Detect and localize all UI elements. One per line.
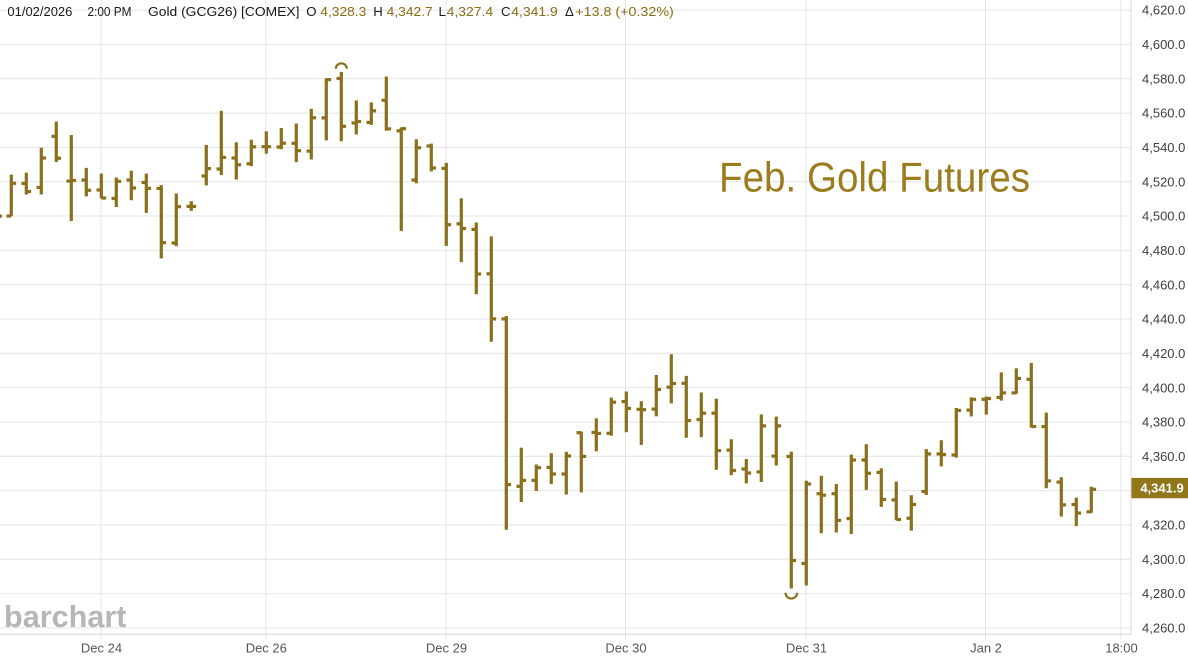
svg-text:4,300.0: 4,300.0 xyxy=(1142,552,1185,567)
svg-text:Gold (GCG26) [COMEX]: Gold (GCG26) [COMEX] xyxy=(148,4,300,19)
svg-text:4,341.9: 4,341.9 xyxy=(511,4,558,19)
svg-text:Δ: Δ xyxy=(565,4,574,19)
svg-text:4,420.0: 4,420.0 xyxy=(1142,346,1185,361)
svg-text:H: H xyxy=(373,4,383,19)
svg-text:4,600.0: 4,600.0 xyxy=(1142,37,1185,52)
svg-text:4,342.7: 4,342.7 xyxy=(387,4,433,19)
svg-text:Feb. Gold Futures: Feb. Gold Futures xyxy=(719,154,1030,201)
svg-text:2:00 PM: 2:00 PM xyxy=(88,4,132,19)
svg-text:18:00: 18:00 xyxy=(1105,641,1138,656)
svg-text:4,440.0: 4,440.0 xyxy=(1142,312,1185,327)
svg-text:4,341.9: 4,341.9 xyxy=(1140,481,1183,496)
svg-text:4,620.0: 4,620.0 xyxy=(1142,3,1185,18)
svg-text:O: O xyxy=(306,4,316,19)
svg-text:4,500.0: 4,500.0 xyxy=(1142,209,1185,224)
svg-text:L: L xyxy=(439,4,446,19)
svg-text:Dec 24: Dec 24 xyxy=(81,641,122,656)
svg-text:Dec 30: Dec 30 xyxy=(605,641,646,656)
svg-text:+13.8 (+0.32%): +13.8 (+0.32%) xyxy=(575,4,674,19)
svg-text:Dec 29: Dec 29 xyxy=(426,641,467,656)
svg-text:4,580.0: 4,580.0 xyxy=(1142,71,1185,86)
svg-text:4,540.0: 4,540.0 xyxy=(1142,140,1185,155)
svg-text:4,460.0: 4,460.0 xyxy=(1142,277,1185,292)
svg-text:4,320.0: 4,320.0 xyxy=(1142,518,1185,533)
svg-text:C: C xyxy=(501,4,511,19)
svg-text:4,360.0: 4,360.0 xyxy=(1142,449,1185,464)
svg-text:4,480.0: 4,480.0 xyxy=(1142,243,1185,258)
svg-text:Jan 2: Jan 2 xyxy=(970,641,1002,656)
svg-text:4,520.0: 4,520.0 xyxy=(1142,174,1185,189)
svg-text:4,560.0: 4,560.0 xyxy=(1142,106,1185,121)
svg-text:barchart: barchart xyxy=(4,600,126,634)
svg-text:Dec 26: Dec 26 xyxy=(246,641,287,656)
svg-text:4,328.3: 4,328.3 xyxy=(320,4,366,19)
svg-text:4,327.4: 4,327.4 xyxy=(447,4,494,19)
svg-text:Dec 31: Dec 31 xyxy=(786,641,827,656)
svg-text:4,380.0: 4,380.0 xyxy=(1142,415,1185,430)
svg-text:4,280.0: 4,280.0 xyxy=(1142,586,1185,601)
svg-text:4,400.0: 4,400.0 xyxy=(1142,380,1185,395)
svg-text:01/02/2026: 01/02/2026 xyxy=(7,4,72,19)
svg-text:4,260.0: 4,260.0 xyxy=(1142,621,1185,636)
